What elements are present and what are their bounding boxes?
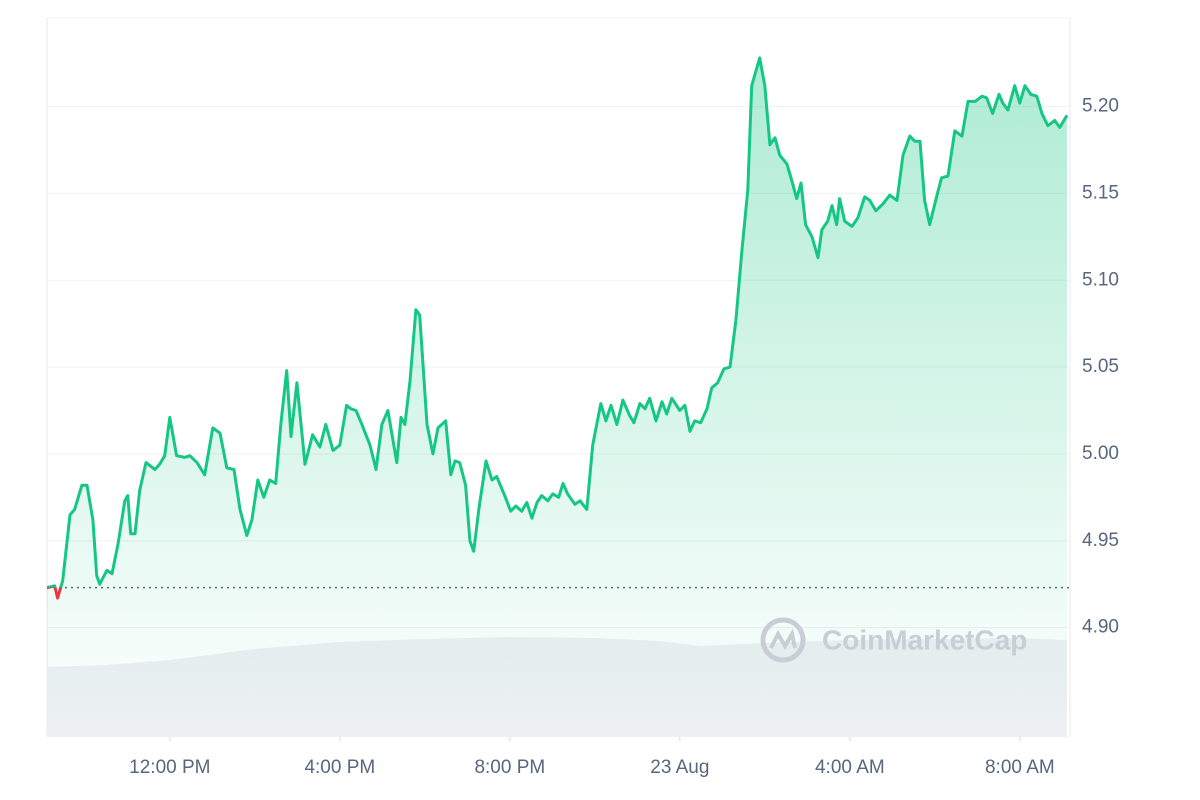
y-tick-label: 4.95 <box>1082 530 1119 551</box>
y-tick-label: 5.00 <box>1082 443 1119 464</box>
price-line <box>46 56 1069 600</box>
x-tick-label: 8:00 PM <box>474 757 545 778</box>
watermark-text: CoinMarketCap <box>822 624 1027 655</box>
x-tick-label: 8:00 AM <box>985 757 1055 778</box>
watermark: CoinMarketCap <box>760 617 1027 663</box>
y-tick-label: 5.05 <box>1082 356 1119 377</box>
x-tick-label: 12:00 PM <box>129 757 210 778</box>
y-tick-label: 4.90 <box>1082 617 1119 638</box>
price-area <box>47 57 1068 737</box>
x-tick-label: 4:00 AM <box>815 757 885 778</box>
x-tick-label: 4:00 PM <box>304 757 375 778</box>
y-tick-label: 5.20 <box>1082 96 1119 117</box>
y-tick-label: 5.15 <box>1082 182 1119 203</box>
y-tick-label: 5.10 <box>1082 269 1119 290</box>
watermark-logo <box>760 617 806 663</box>
x-tick-label: 23 Aug <box>650 757 709 778</box>
watermark-logo-m <box>769 628 797 650</box>
